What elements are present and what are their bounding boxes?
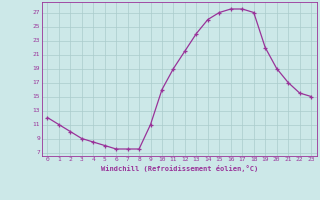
X-axis label: Windchill (Refroidissement éolien,°C): Windchill (Refroidissement éolien,°C) [100, 165, 258, 172]
